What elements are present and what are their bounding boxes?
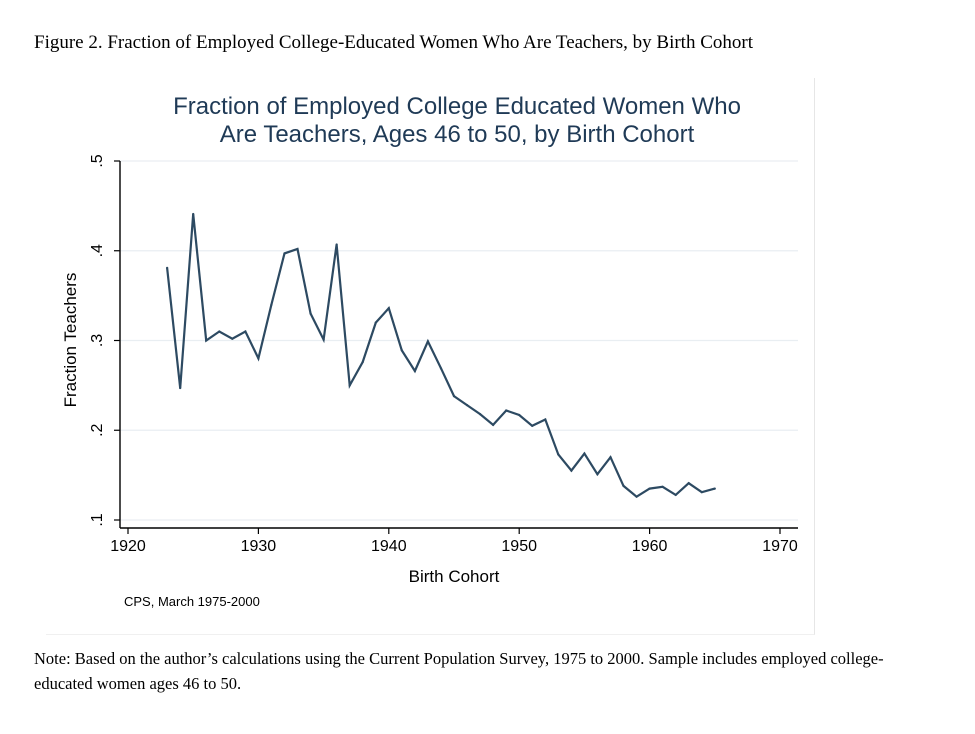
x-tick-label: 1920 <box>110 538 146 555</box>
data-point <box>452 395 456 398</box>
chart-title-line: Are Teachers, Ages 46 to 50, by Birth Co… <box>220 121 695 148</box>
data-point <box>192 212 195 216</box>
y-tick-label: .4 <box>89 244 106 257</box>
data-point <box>700 491 703 494</box>
data-point <box>218 330 221 333</box>
data-point <box>400 349 403 352</box>
data-point <box>179 386 182 390</box>
figure-note: Note: Based on the author’s calculations… <box>34 649 884 693</box>
x-tick-label: 1940 <box>371 538 407 555</box>
data-point <box>674 493 677 496</box>
y-tick-label: .2 <box>89 423 106 436</box>
data-point <box>635 495 638 498</box>
y-tick-label: .1 <box>89 513 106 526</box>
y-tick-label: .5 <box>89 154 106 167</box>
chart-text: .1 .2 .3 .4 .5 1920 1930 1940 1950 1960 1970 Fracti… <box>61 93 798 609</box>
data-point <box>257 357 260 360</box>
figure-caption: Figure 2. Fraction of Employed College-E… <box>34 32 753 53</box>
data-point <box>661 485 664 488</box>
data-point <box>283 252 286 255</box>
series-line <box>166 213 716 499</box>
grid-lines <box>120 160 798 521</box>
data-point <box>544 418 547 421</box>
data-point <box>322 338 325 341</box>
data-point <box>687 482 690 485</box>
data-point <box>622 484 625 487</box>
data-point <box>478 412 482 416</box>
data-point <box>505 409 508 412</box>
data-point <box>465 404 469 407</box>
data-point <box>335 243 338 246</box>
source-note: CPS, March 1975-2000 <box>124 594 260 609</box>
data-point <box>426 340 430 343</box>
data-point <box>361 360 364 364</box>
data-point <box>296 247 299 251</box>
data-point <box>348 384 351 387</box>
data-point <box>596 473 599 476</box>
data-point <box>648 487 651 490</box>
data-point <box>387 307 390 310</box>
data-point <box>609 456 612 459</box>
data-point <box>231 337 234 340</box>
x-tick-label: 1970 <box>762 538 798 555</box>
data-point <box>492 423 495 426</box>
data-point <box>439 367 443 370</box>
x-axis-title: Birth Cohort <box>409 567 500 586</box>
data-point <box>166 266 169 269</box>
data-point <box>713 487 716 490</box>
data-point <box>205 339 208 342</box>
x-tick-label: 1960 <box>632 538 668 555</box>
x-tick-label: 1930 <box>241 538 277 555</box>
line-chart: .1 .2 .3 .4 .5 1920 1930 1940 1950 1960 1970 Fracti… <box>61 93 798 609</box>
chart-panel: .1 .2 .3 .4 .5 1920 1930 1940 1950 1960 1970 Fracti… <box>46 78 815 635</box>
axes <box>114 160 798 534</box>
data-point <box>583 452 586 455</box>
data-point <box>557 453 560 456</box>
data-point <box>309 312 312 315</box>
y-axis-title: Fraction Teachers <box>61 273 80 408</box>
data-point <box>374 321 377 324</box>
data-point <box>531 424 534 427</box>
data-point <box>570 469 573 472</box>
data-point <box>244 330 247 333</box>
data-point <box>270 303 273 306</box>
chart-title-line: Fraction of Employed College Educated Wo… <box>173 93 741 120</box>
data-point <box>413 369 416 373</box>
series-layer <box>166 212 716 499</box>
data-point <box>518 413 521 417</box>
y-tick-label: .3 <box>89 334 106 347</box>
x-tick-label: 1950 <box>501 538 537 555</box>
